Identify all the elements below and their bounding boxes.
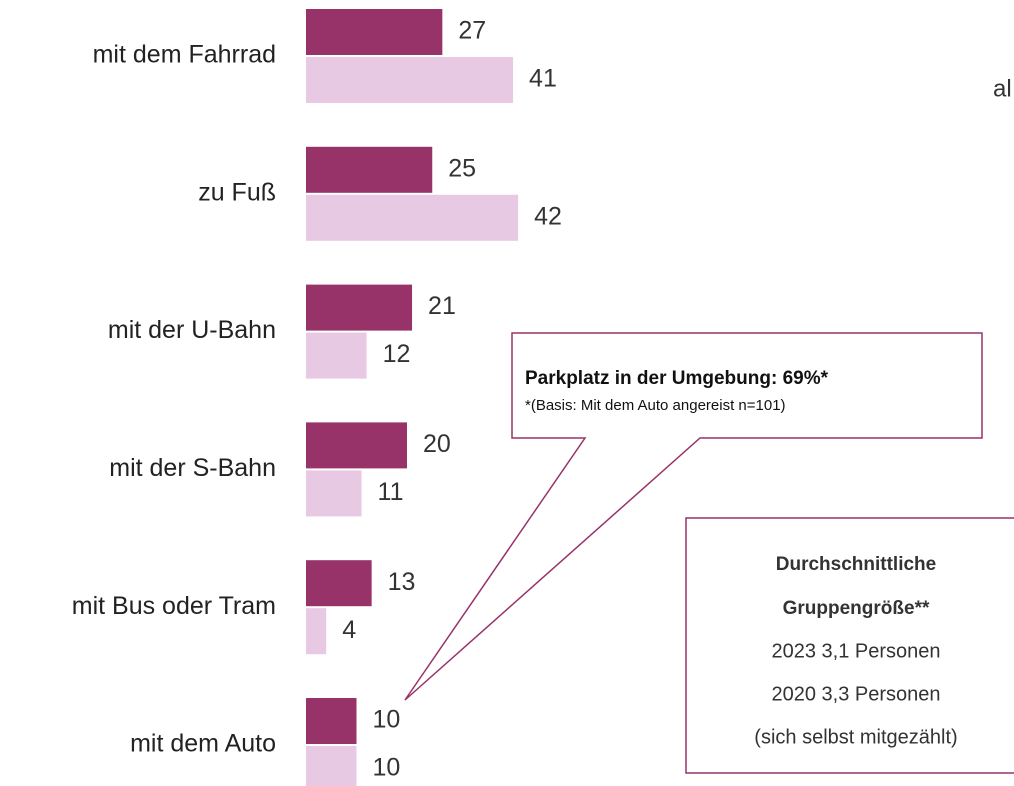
bar [306,608,327,655]
category-label: zu Fuß [198,178,276,206]
callout-title: Parkplatz in der Umgebung: 69%* [525,368,829,389]
value-label: 20 [423,430,451,458]
category-label: mit dem Auto [130,730,276,758]
value-label: 42 [534,202,562,230]
bar [306,9,443,55]
category-label: mit der U-Bahn [108,316,276,344]
info-line: (sich selbst mitgezählt) [754,726,957,748]
bar [306,422,407,469]
value-label: 21 [428,292,456,320]
value-label: 11 [378,478,404,506]
callout-box [404,332,983,701]
bar [306,194,519,241]
bar [306,746,357,786]
value-label: 12 [383,340,411,368]
bar [306,332,367,379]
callout-note: *(Basis: Mit dem Auto angereist n=101) [525,397,786,414]
bar [306,560,372,607]
bar [306,146,433,193]
value-label: 13 [388,568,416,596]
bar [306,698,357,744]
bar [306,57,514,103]
category-label: mit dem Fahrrad [93,41,276,69]
value-label: 10 [373,706,401,734]
value-label: 4 [342,616,356,644]
info-line: Durchschnittliche [776,554,936,575]
info-line: Gruppengröße** [783,598,930,619]
info-line: 2020 3,3 Personen [771,683,940,705]
clipped-text: al [993,75,1012,102]
value-label: 41 [529,65,557,93]
info-box [685,517,1014,774]
bar [306,470,362,517]
category-label: mit der S-Bahn [109,454,276,482]
category-label: mit Bus oder Tram [72,592,276,620]
value-label: 27 [458,17,486,45]
value-label: 25 [448,154,476,182]
info-line: 2023 3,1 Personen [771,640,940,662]
value-label: 10 [373,754,401,782]
bar [306,284,413,331]
